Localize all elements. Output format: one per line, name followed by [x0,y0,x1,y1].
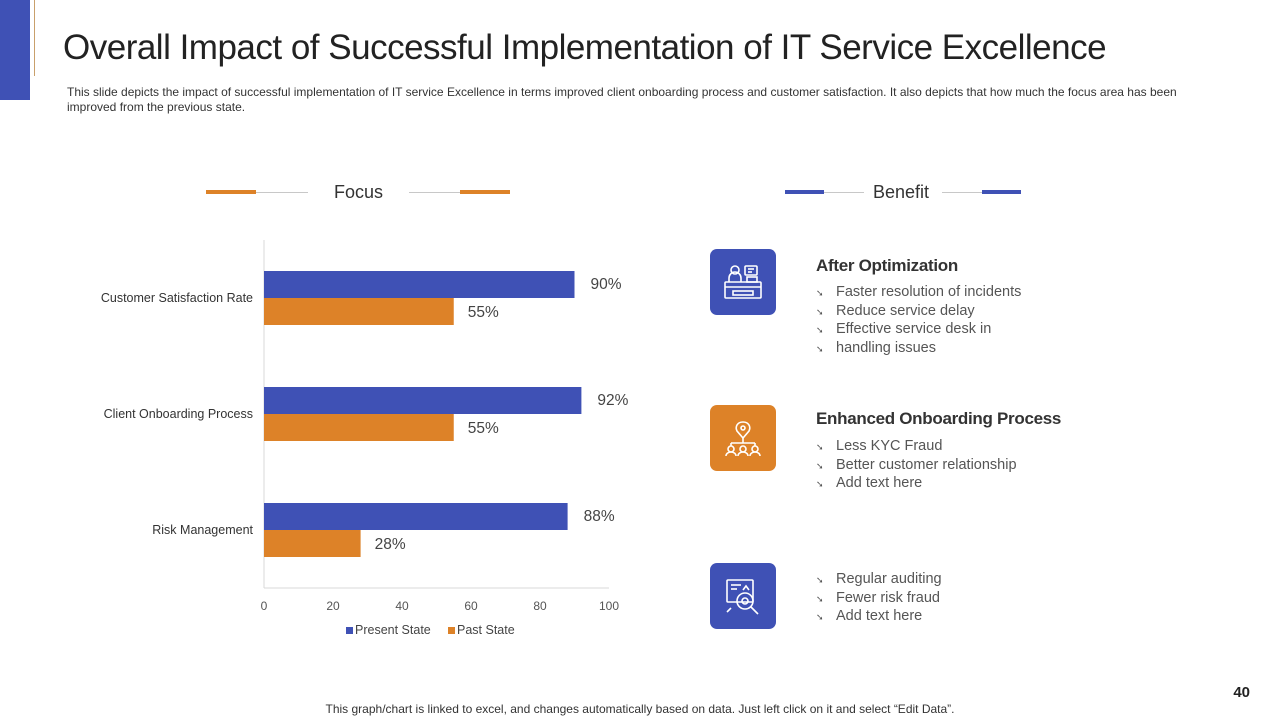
bar-chart: 0 20 40 60 80 100 Customer Satisfaction Rate 90… [101,240,629,637]
arrow-bullet-icon: ➘ [816,344,824,355]
service-desk-icon [724,265,762,299]
x-tick-label: 0 [261,599,268,613]
page-subtitle: This slide depicts the impact of success… [67,85,1177,114]
legend-swatch [448,627,455,634]
focus-rule-left [256,192,308,193]
arrow-bullet-icon: ➘ [816,460,824,471]
legend-label: Present State [355,623,431,637]
legend-swatch [346,627,353,634]
x-tick-label: 100 [599,599,619,613]
list-item: ➘ Add text here [816,475,1017,494]
bar-past [264,298,454,325]
list-item: ➘ Effective service desk in [816,321,1021,340]
benefit-3-icon-box [710,563,776,629]
data-label: 55% [468,304,499,321]
data-label: 88% [584,508,615,525]
bar-past [264,414,454,441]
data-label: 92% [597,392,628,409]
accent-bar [0,0,30,100]
x-tick-label: 60 [464,599,478,613]
x-tick-label: 80 [533,599,547,613]
risk-audit-icon [726,579,759,615]
benefit-rule-right [942,192,982,193]
arrow-bullet-icon: ➘ [816,612,824,623]
list-item: ➘ Add text here [816,608,942,627]
team-network-icon [725,421,761,457]
arrow-bullet-icon: ➘ [816,288,824,298]
benefit-accent-right [982,190,1021,194]
list-item: ➘ Faster resolution of incidents [816,284,1021,303]
focus-accent-left [206,190,256,194]
benefit-1-list: ➘ Faster resolution of incidents ➘ Reduce … [816,284,1021,359]
x-tick-label: 20 [326,599,340,613]
focus-heading: Focus [334,182,384,202]
focus-accent-right [460,190,510,194]
focus-rule-right [409,192,460,193]
category-label: Risk Management [152,523,253,537]
benefit-1-title: After Optimization [816,256,958,275]
bar-present [264,503,568,530]
bar-present [264,387,582,414]
benefit-2-title: Enhanced Onboarding Process [816,409,1062,428]
arrow-bullet-icon: ➘ [816,442,824,452]
arrow-bullet-icon: ➘ [816,479,824,490]
category-label: Client Onboarding Process [104,407,253,421]
x-tick-label: 40 [395,599,409,613]
category-label: Customer Satisfaction Rate [101,291,253,305]
list-item: ➘ Better customer relationship [816,457,1017,476]
arrow-bullet-icon: ➘ [816,306,824,317]
accent-line [34,0,35,76]
benefit-2-icon-box [710,405,776,471]
benefit-2-list: ➘ Less KYC Fraud ➘ Better customer relatio… [816,438,1017,494]
page-number: 40 [1233,684,1250,701]
benefit-1-icon-box [710,249,776,315]
benefit-accent-left [785,190,824,194]
list-item: ➘ Reduce service delay [816,303,1021,322]
list-item: ➘ Regular auditing [816,571,942,590]
list-item: ➘ Fewer risk fraud [816,590,942,609]
arrow-bullet-icon: ➘ [816,325,824,336]
page-title: Overall Impact of Successful Implementat… [63,28,1107,67]
list-item: ➘ handling issues [816,340,1021,359]
arrow-bullet-icon: ➘ [816,593,824,604]
data-label: 90% [591,276,622,293]
bar-present [264,271,575,298]
benefit-3-list: ➘ Regular auditing ➘ Fewer risk fraud ➘ Add… [816,571,942,627]
data-label: 55% [468,420,499,437]
data-label: 28% [375,536,406,553]
footnote: This graph/chart is linked to excel, and… [325,702,955,716]
benefit-heading: Benefit [873,182,930,202]
legend-label: Past State [457,623,515,637]
arrow-bullet-icon: ➘ [816,575,824,585]
bar-past [264,530,361,557]
list-item: ➘ Less KYC Fraud [816,438,1017,457]
benefit-rule-left [824,192,864,193]
